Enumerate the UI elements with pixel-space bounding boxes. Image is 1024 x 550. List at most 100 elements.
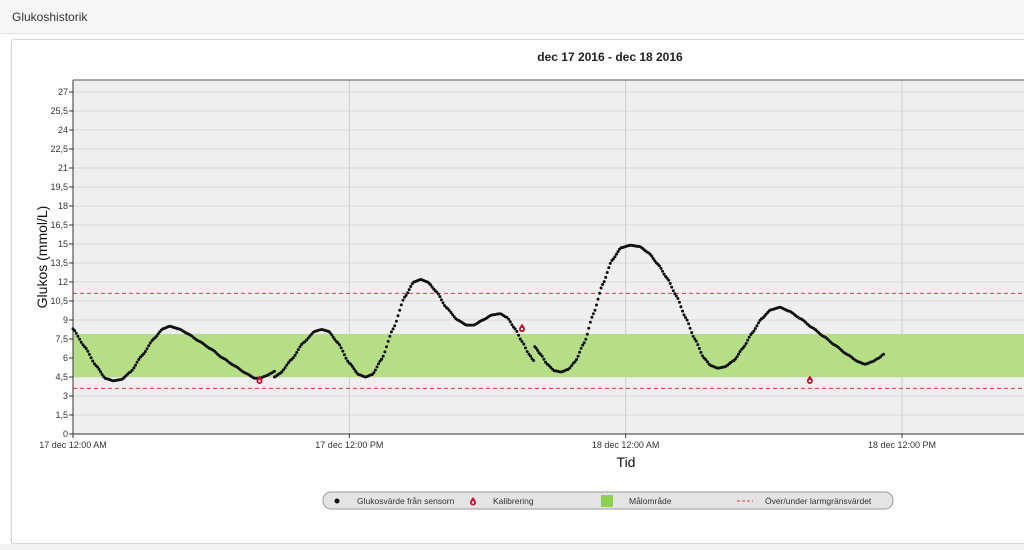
sensor-point <box>613 255 617 259</box>
calibration-drop-icon <box>806 375 813 385</box>
page-footer-strip <box>0 544 1024 550</box>
sensor-point <box>685 318 689 322</box>
sensor-point <box>757 321 760 325</box>
sensor-point <box>542 357 546 361</box>
sensor-point <box>438 295 442 299</box>
sensor-point <box>350 364 354 368</box>
sensor-point <box>441 301 445 305</box>
legend-drop-highlight <box>471 501 475 504</box>
sensor-point <box>525 350 529 354</box>
y-tick-label: 16,5 <box>50 220 68 230</box>
sensor-point <box>582 341 586 345</box>
y-axis-title: Glukos (mmol/L) <box>34 206 50 309</box>
sensor-point <box>661 269 664 273</box>
sensor-point <box>608 261 612 265</box>
sensor-point <box>616 250 620 254</box>
sensor-point <box>507 317 511 321</box>
sensor-point <box>522 342 526 346</box>
sensor-point <box>513 327 517 331</box>
sensor-point <box>579 346 583 350</box>
sensor-point <box>599 286 603 290</box>
sensor-point <box>650 254 654 258</box>
y-tick-label: 3 <box>63 391 68 401</box>
sensor-point <box>399 303 403 307</box>
sensor-point <box>86 349 90 353</box>
sensor-point <box>333 337 337 341</box>
sensor-point <box>684 316 687 319</box>
sensor-point <box>396 314 400 318</box>
sensor-point <box>602 280 606 284</box>
sensor-point <box>544 360 548 364</box>
sensor-point <box>593 308 597 312</box>
x-tick-label: 17 dec 12:00 PM <box>315 440 383 450</box>
sensor-point <box>681 309 684 313</box>
sensor-point <box>570 364 574 368</box>
sensor-point <box>534 346 538 350</box>
sensor-point <box>657 264 661 268</box>
sensor-point <box>78 337 82 341</box>
sensor-point <box>667 278 671 282</box>
sensor-point <box>76 334 80 338</box>
sensor-point <box>743 344 747 348</box>
chart-legend: Glukosvärde från sensorn Kalibrering Målom… <box>322 491 894 510</box>
sensor-point <box>517 333 521 337</box>
sensor-point <box>342 353 346 357</box>
sensor-point <box>697 347 701 350</box>
sensor-point <box>679 305 683 309</box>
sensor-point <box>449 311 453 314</box>
sensor-point <box>148 341 152 345</box>
sensor-point <box>344 356 348 360</box>
sensor-point <box>99 370 103 374</box>
sensor-point <box>336 341 340 345</box>
calibration-drop-highlight <box>258 379 261 383</box>
sensor-point <box>429 283 433 287</box>
sensor-point <box>674 294 678 298</box>
sensor-point <box>515 329 519 333</box>
sensor-point <box>693 337 697 341</box>
sensor-point <box>518 337 522 341</box>
sensor-point <box>605 271 609 274</box>
sensor-point <box>676 297 680 300</box>
sensor-point <box>540 354 544 358</box>
sensor-point <box>406 291 410 295</box>
sensor-point <box>673 292 677 296</box>
sensor-point <box>653 259 657 263</box>
sensor-point <box>598 291 602 295</box>
y-tick-label: 4,5 <box>55 372 68 382</box>
y-tick-label: 0 <box>63 429 68 439</box>
sensor-point <box>584 337 588 341</box>
sensor-point <box>338 343 341 347</box>
sensor-point <box>682 313 686 317</box>
legend-calibration-drop-icon <box>470 497 476 506</box>
sensor-point <box>339 346 343 350</box>
plot-background <box>73 80 1024 434</box>
chart-title: dec 17 2016 - dec 18 2016 <box>537 50 683 64</box>
sensor-point <box>401 298 405 302</box>
sensor-point <box>576 354 580 358</box>
sensor-point <box>746 338 750 342</box>
sensor-point <box>132 366 136 370</box>
sensor-point <box>737 352 740 356</box>
sensor-point <box>436 292 440 296</box>
sensor-point <box>691 334 695 338</box>
sensor-point <box>671 289 675 293</box>
sensor-point <box>155 334 159 338</box>
legend-sensor-dot-icon <box>334 498 340 504</box>
sensor-point <box>607 266 611 270</box>
plot-area: 0 1,5 3 4,5 6 7,5 9 10,5 12 13,5 15 16,5 18 19,5 21 22,… <box>39 79 1024 450</box>
sensor-point <box>882 352 886 356</box>
calibration-drop-highlight <box>520 327 524 331</box>
sensor-point <box>272 369 276 373</box>
sensor-point <box>381 354 385 358</box>
sensor-point <box>615 252 618 256</box>
sensor-point <box>738 350 742 354</box>
sensor-point <box>409 285 413 288</box>
sensor-point <box>549 366 553 369</box>
calibration-marker <box>806 375 813 385</box>
sensor-point <box>404 293 408 297</box>
sensor-point <box>79 340 83 344</box>
sensor-point <box>510 323 514 327</box>
sensor-point <box>744 341 748 345</box>
sensor-point <box>585 332 589 336</box>
x-tick-label: 18 dec 12:00 AM <box>592 440 660 450</box>
